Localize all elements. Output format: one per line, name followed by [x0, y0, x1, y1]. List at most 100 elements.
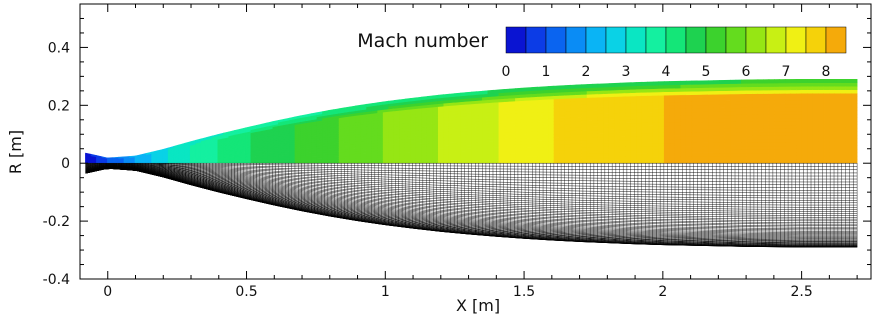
mach-contour-cell	[719, 131, 726, 136]
mach-contour-cell	[382, 157, 389, 161]
mach-contour-cell	[774, 79, 781, 84]
mach-contour-cell	[724, 90, 731, 95]
mach-contour-cell	[592, 136, 599, 141]
mach-contour-cell	[575, 100, 582, 105]
mach-contour-cell	[812, 124, 819, 129]
mach-contour-cell	[834, 148, 841, 154]
mach-contour-cell	[559, 124, 566, 129]
mach-contour-cell	[812, 99, 819, 105]
mach-contour-cell	[779, 107, 786, 112]
mach-contour-cell	[630, 156, 637, 161]
mach-contour-cell	[702, 128, 709, 133]
mach-contour-cell	[526, 109, 533, 114]
mach-contour-cell	[708, 135, 715, 140]
mach-contour-cell	[719, 90, 726, 95]
colorbar-swatch	[605, 26, 627, 54]
mach-contour-cell	[834, 96, 841, 101]
mach-contour-cell	[785, 124, 792, 129]
mach-contour-cell	[355, 160, 362, 164]
mach-contour-cell	[537, 131, 544, 135]
mach-contour-cell	[575, 136, 582, 141]
mach-contour-cell	[774, 121, 781, 126]
mach-contour-cell	[669, 87, 676, 92]
mach-contour-cell	[526, 128, 533, 133]
mach-contour-cell	[730, 93, 737, 98]
mach-contour-cell	[790, 134, 797, 140]
mach-contour-cell	[658, 108, 665, 113]
mach-contour-cell	[393, 157, 400, 161]
mach-contour-cell	[542, 140, 549, 145]
mach-contour-cell	[730, 149, 737, 154]
mach-contour-cell	[713, 156, 720, 161]
mach-contour-cell	[807, 113, 814, 119]
mach-contour-cell	[575, 113, 582, 118]
mach-contour-cell	[586, 106, 593, 112]
mach-contour-cell	[851, 103, 858, 108]
mach-contour-cell	[730, 138, 737, 143]
mach-contour-cell	[790, 92, 797, 98]
mach-contour-cell	[658, 118, 665, 123]
mach-contour-cell	[851, 106, 858, 112]
mach-contour-cell	[752, 131, 759, 136]
mach-contour-cell	[691, 111, 698, 116]
mach-contour-cell	[823, 85, 830, 91]
mach-contour-cell	[581, 153, 588, 157]
mach-contour-cell	[763, 117, 770, 122]
mach-contour-cell	[823, 82, 830, 87]
mach-contour-cell	[614, 136, 621, 141]
mach-contour-cell	[515, 125, 522, 130]
mach-contour-cell	[730, 121, 737, 126]
mach-contour-cell	[768, 121, 775, 126]
mach-contour-cell	[482, 129, 489, 134]
mach-contour-cell	[652, 101, 660, 106]
mach-contour-cell	[504, 135, 511, 139]
mach-contour-cell	[696, 128, 704, 133]
mach-contour-cell	[592, 119, 599, 125]
mach-contour-cell	[107, 157, 114, 159]
mach-contour-cell	[823, 145, 830, 150]
mach-contour-cell	[779, 152, 786, 157]
mach-contour-cell	[570, 146, 577, 151]
mach-contour-cell	[553, 114, 560, 119]
mach-contour-cell	[630, 105, 637, 110]
mach-contour-cell	[730, 135, 737, 140]
mach-contour-cell	[437, 148, 445, 153]
mach-contour-cell	[796, 113, 803, 119]
mach-contour-cell	[388, 100, 395, 105]
mach-contour-cell	[713, 83, 720, 88]
mach-contour-cell	[548, 159, 555, 164]
mach-contour-cell	[564, 104, 571, 109]
x-tick-label: 2	[658, 284, 667, 300]
mach-contour-cell	[719, 145, 726, 150]
mach-contour-cell	[647, 125, 654, 130]
mach-contour-cell	[630, 159, 637, 164]
mach-contour-cell	[785, 96, 792, 101]
mach-contour-cell	[746, 138, 753, 143]
mach-contour-cell	[586, 139, 593, 144]
mach-contour-cell	[757, 135, 764, 140]
mach-contour-cell	[741, 152, 748, 157]
mach-contour-cell	[708, 87, 715, 92]
mach-contour-cell	[812, 141, 819, 147]
mach-contour-cell	[719, 100, 726, 105]
mesh-streamwise-line	[85, 164, 858, 191]
mach-contour-cell	[548, 150, 555, 154]
mach-contour-cell	[658, 91, 665, 96]
mach-contour-cell	[575, 97, 582, 102]
mach-contour-cell	[630, 135, 637, 141]
mach-contour-cell	[454, 157, 461, 161]
mach-contour-cell	[790, 148, 797, 154]
mach-contour-cell	[349, 105, 356, 110]
mach-contour-cell	[647, 129, 654, 134]
mach-contour-cell	[818, 99, 825, 105]
mach-contour-cell	[730, 110, 737, 116]
mach-contour-cell	[779, 134, 786, 140]
mach-contour-cell	[812, 155, 819, 161]
mach-contour-cell	[515, 87, 522, 93]
mach-contour-cell	[796, 134, 803, 140]
mach-contour-cell	[818, 155, 825, 161]
mach-contour-cell	[719, 86, 726, 92]
mach-contour-cell	[581, 107, 588, 112]
mach-contour-cell	[509, 156, 516, 161]
mach-contour-cell	[515, 153, 522, 158]
